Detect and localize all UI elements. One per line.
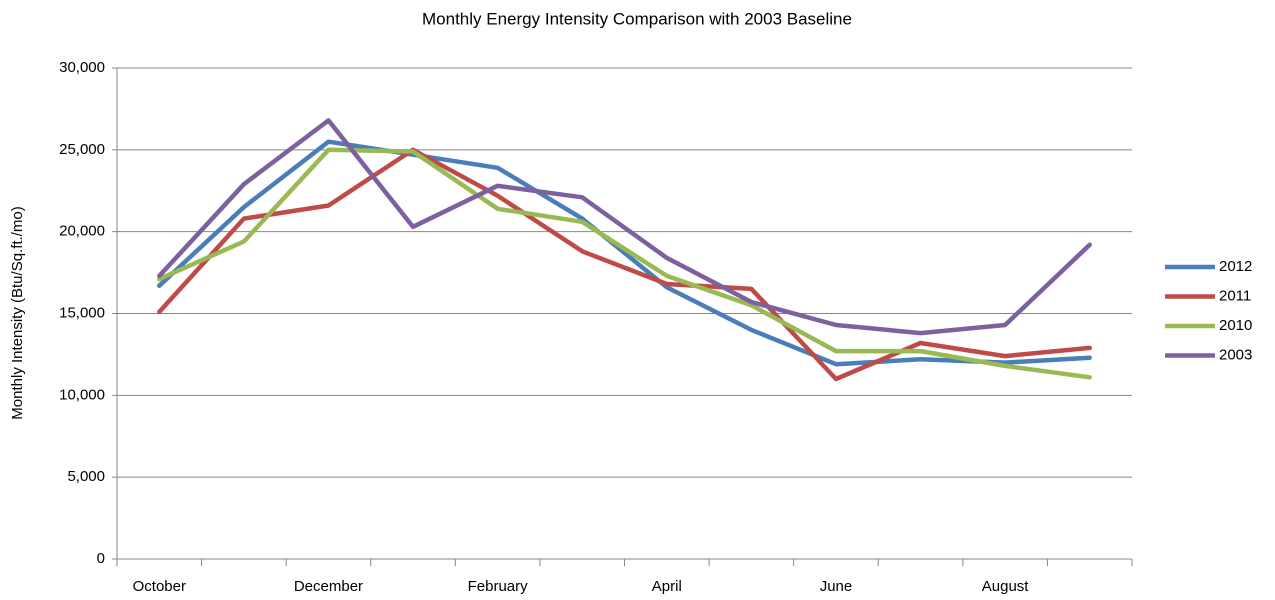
legend-label: 2012 — [1219, 258, 1252, 275]
series-line — [157, 147, 1092, 380]
x-tick-label: February — [468, 578, 529, 595]
x-tick-label: December — [294, 578, 363, 595]
series-line — [157, 139, 1092, 367]
x-tick-label: August — [982, 578, 1030, 595]
legend-label: 2010 — [1219, 317, 1252, 334]
y-tick-label: 10,000 — [59, 386, 105, 403]
y-tick-label: 20,000 — [59, 223, 105, 240]
legend-label: 2011 — [1219, 287, 1251, 304]
y-axis-title: Monthly Intensity (Btu/Sq.ft./mo) — [9, 206, 26, 419]
x-tick-label: October — [133, 578, 186, 595]
series-line — [157, 147, 1092, 382]
x-tick-label: April — [652, 578, 682, 595]
y-tick-label: 25,000 — [59, 141, 105, 158]
y-tick-label: 5,000 — [67, 468, 105, 485]
y-tick-label: 0 — [97, 550, 105, 567]
chart-title: Monthly Energy Intensity Comparison with… — [422, 9, 852, 28]
y-tick-label: 15,000 — [59, 304, 105, 321]
x-tick-label: June — [820, 578, 853, 595]
legend-label: 2003 — [1219, 346, 1252, 363]
y-tick-label: 30,000 — [59, 59, 105, 76]
series-line — [157, 118, 1092, 336]
